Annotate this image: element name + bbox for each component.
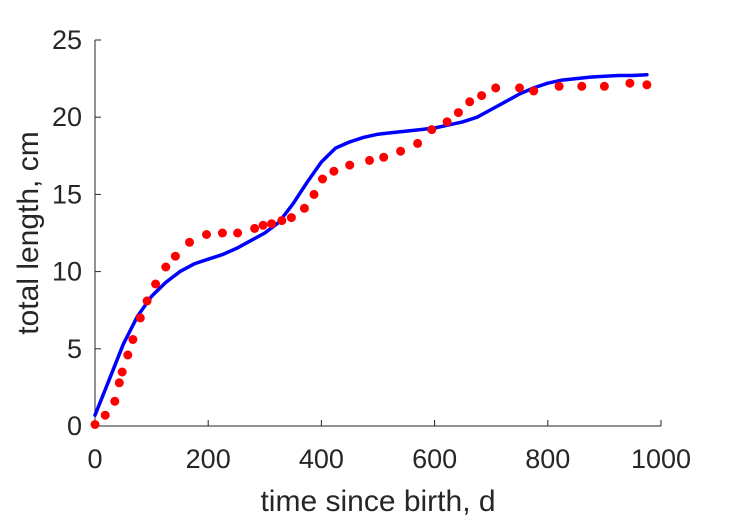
- data-point: [267, 219, 277, 229]
- y-tick-label: 10: [52, 257, 82, 287]
- x-tick-label: 1000: [631, 444, 691, 474]
- y-tick-label: 5: [67, 334, 82, 364]
- data-point: [309, 189, 319, 199]
- x-tick-label: 0: [87, 444, 102, 474]
- y-tick-label: 20: [52, 102, 82, 132]
- data-point: [286, 213, 296, 223]
- data-point: [142, 296, 152, 306]
- data-point: [135, 313, 145, 323]
- data-point: [217, 228, 227, 238]
- data-point: [515, 83, 524, 93]
- data-point: [379, 152, 389, 162]
- data-point: [233, 228, 243, 238]
- x-tick-label: 200: [186, 444, 231, 474]
- data-point: [477, 91, 487, 101]
- data-point: [114, 378, 124, 388]
- data-point: [277, 216, 287, 226]
- data-point: [554, 81, 564, 91]
- data-point: [100, 410, 110, 420]
- data-point: [427, 125, 437, 135]
- data-point: [465, 97, 475, 107]
- x-tick-label: 400: [299, 444, 344, 474]
- x-tick-label: 600: [412, 444, 457, 474]
- data-point: [365, 155, 374, 165]
- data-point: [625, 78, 635, 88]
- data-point: [413, 138, 423, 148]
- x-tick-label: 800: [525, 444, 570, 474]
- data-point: [250, 223, 260, 233]
- y-tick-label: 0: [67, 411, 82, 441]
- data-point: [151, 279, 161, 289]
- x-axis-label: time since birth, d: [260, 485, 495, 518]
- data-point: [90, 420, 100, 429]
- data-point: [202, 230, 211, 239]
- data-point: [128, 335, 138, 344]
- data-point: [318, 174, 327, 184]
- data-point: [442, 117, 452, 127]
- data-point: [396, 146, 406, 156]
- data-point: [491, 83, 501, 93]
- data-point: [577, 81, 587, 91]
- series-layer: [90, 72, 652, 429]
- data-point: [599, 81, 609, 91]
- data-point: [453, 108, 463, 118]
- y-tick-label: 25: [52, 25, 82, 55]
- y-tick-label: 15: [52, 179, 82, 209]
- data-point: [642, 80, 652, 90]
- data-point: [345, 160, 355, 170]
- data-point: [161, 262, 171, 272]
- data-point: [299, 203, 309, 213]
- data-point: [170, 251, 180, 261]
- y-axis-label: total length, cm: [12, 131, 45, 334]
- data-point: [329, 166, 339, 176]
- data-point: [185, 237, 194, 247]
- data-point: [117, 367, 127, 377]
- axes: 0 200 400 600 800 1000 0 5 10 15 20 25: [52, 25, 691, 474]
- data-point: [529, 86, 539, 96]
- model-curve: [93, 72, 649, 417]
- data-point: [110, 396, 120, 406]
- data-point: [258, 220, 268, 230]
- data-point: [123, 350, 133, 360]
